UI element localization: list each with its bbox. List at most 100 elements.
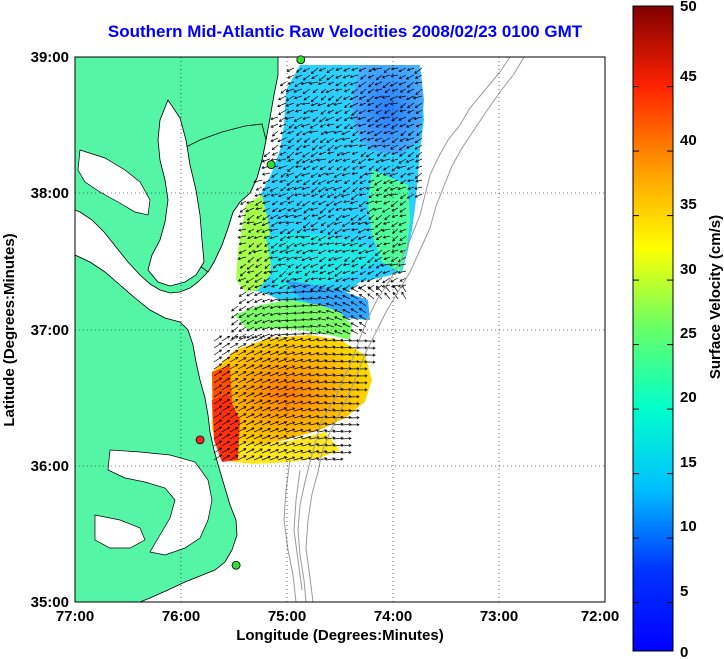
velocity-arrow — [408, 130, 415, 136]
velocity-arrow-head — [356, 388, 360, 392]
velocity-arrow — [286, 95, 295, 101]
velocity-arrow-head — [277, 312, 281, 316]
velocity-arrow-head — [251, 406, 255, 410]
velocity-arrow — [287, 193, 295, 200]
velocity-arrow-head — [316, 414, 320, 419]
velocity-arrow — [392, 88, 399, 92]
velocity-arrow — [240, 263, 247, 269]
velocity-arrow-head — [309, 296, 313, 300]
velocity-arrow — [368, 193, 375, 198]
velocity-arrow — [303, 284, 311, 288]
velocity-arrow-head — [293, 89, 297, 93]
velocity-arrow-head — [239, 273, 243, 277]
velocity-arrow-head — [259, 364, 263, 368]
velocity-arrow — [254, 319, 263, 324]
velocity-arrow — [367, 116, 375, 122]
velocity-arrow — [221, 426, 230, 433]
velocity-arrow — [253, 371, 263, 377]
velocity-arrow — [221, 447, 230, 454]
velocity-arrow-head — [300, 442, 304, 446]
velocity-arrow-head — [269, 228, 273, 232]
velocity-arrow — [288, 158, 295, 162]
velocity-arrow-head — [286, 69, 290, 72]
velocity-arrow — [358, 214, 367, 221]
velocity-arrow — [277, 449, 287, 454]
velocity-arrow — [335, 74, 343, 79]
velocity-arrow — [366, 228, 375, 231]
velocity-arrow — [263, 277, 271, 282]
velocity-arrow — [270, 186, 279, 192]
velocity-arrow-head — [251, 378, 255, 382]
velocity-arrow — [381, 158, 391, 162]
velocity-arrow — [376, 263, 383, 269]
velocity-arrow — [333, 416, 343, 419]
velocity-arrow-head — [316, 449, 320, 454]
velocity-arrow-head — [375, 193, 379, 197]
velocity-arrow-head — [358, 217, 362, 221]
velocity-arrow-head — [277, 305, 281, 309]
velocity-arrow-head — [295, 179, 299, 183]
velocity-arrow — [293, 394, 303, 398]
velocity-arrow-head — [267, 406, 271, 410]
velocity-arrow-head — [294, 235, 299, 239]
velocity-arrow-head — [286, 279, 290, 283]
velocity-arrow-head — [310, 71, 314, 74]
velocity-arrow — [361, 277, 367, 283]
velocity-arrow — [327, 123, 335, 126]
velocity-arrow-head — [235, 441, 239, 444]
velocity-arrow-head — [275, 441, 280, 445]
velocity-arrow-head — [254, 293, 258, 296]
velocity-arrow — [293, 186, 303, 190]
velocity-arrow-head — [302, 225, 306, 229]
velocity-arrow — [269, 421, 279, 426]
velocity-arrow-head — [261, 229, 265, 233]
velocity-arrow-head — [308, 344, 312, 348]
velocity-arrow-head — [317, 216, 321, 220]
velocity-arrow — [245, 448, 255, 454]
velocity-arrow — [392, 235, 399, 241]
velocity-arrow-head — [302, 193, 306, 197]
velocity-arrow — [382, 277, 391, 284]
velocity-arrow-head — [407, 172, 411, 176]
velocity-arrow — [288, 123, 295, 129]
velocity-arrow-head — [392, 238, 396, 242]
velocity-arrow — [366, 151, 375, 158]
velocity-arrow-head — [334, 159, 338, 163]
velocity-arrow — [358, 116, 367, 120]
velocity-arrow — [333, 193, 343, 199]
velocity-arrow — [302, 130, 311, 136]
velocity-arrow — [213, 412, 222, 419]
velocity-arrow — [325, 172, 335, 175]
velocity-arrow — [383, 249, 391, 255]
velocity-arrow-head — [279, 250, 283, 254]
velocity-arrow — [392, 242, 399, 248]
velocity-arrow-head — [310, 103, 314, 107]
velocity-arrow — [328, 256, 335, 261]
velocity-arrow — [335, 67, 343, 71]
velocity-arrow-head — [343, 83, 347, 87]
velocity-arrow — [285, 372, 295, 377]
velocity-arrow — [261, 365, 271, 370]
velocity-arrow-head — [356, 423, 360, 427]
velocity-arrow-head — [332, 415, 336, 419]
velocity-arrow-head — [316, 365, 320, 370]
velocity-arrow — [287, 144, 295, 149]
velocity-arrow-head — [358, 84, 362, 88]
velocity-arrow — [374, 144, 383, 147]
velocity-arrow-head — [351, 159, 355, 163]
velocity-arrow — [384, 88, 391, 93]
velocity-arrow — [318, 235, 327, 241]
velocity-arrow-head — [267, 420, 271, 424]
velocity-arrow — [335, 81, 343, 86]
velocity-arrow-head — [319, 259, 323, 263]
velocity-arrow — [277, 137, 287, 142]
velocity-arrow-head — [255, 207, 259, 211]
velocity-arrow-head — [414, 194, 418, 198]
bathymetry-contours — [283, 57, 525, 602]
velocity-arrow-head — [359, 165, 363, 169]
velocity-arrow — [382, 74, 391, 78]
velocity-arrow-head — [275, 343, 280, 347]
velocity-arrow-head — [243, 385, 247, 389]
velocity-arrow — [285, 214, 295, 218]
